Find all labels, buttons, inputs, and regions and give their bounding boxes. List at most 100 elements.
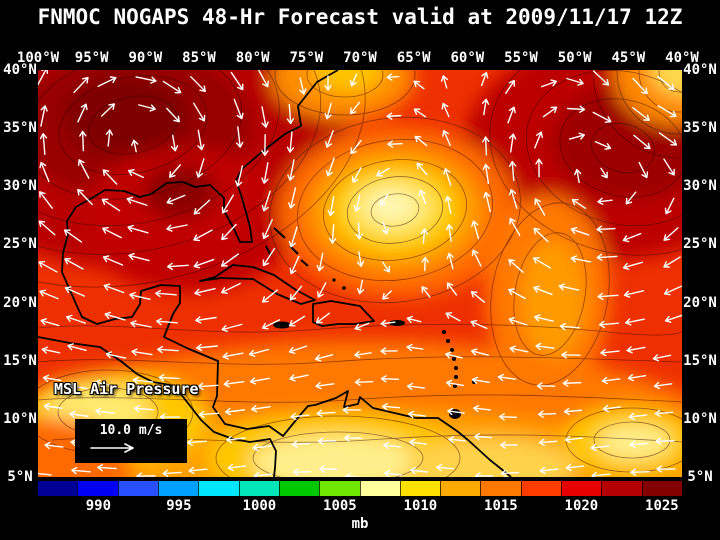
lat-tick-label-left: 35°N [3, 120, 37, 137]
wind-arrow-icon [289, 374, 309, 382]
wind-arrow-icon [380, 375, 400, 383]
wind-arrow-icon [315, 312, 331, 324]
wind-arrow-icon [221, 323, 243, 333]
colorbar-tick-label: 990 [85, 498, 112, 514]
wind-arrow-icon [102, 227, 122, 239]
wind-arrow-icon [629, 440, 649, 448]
wind-arrow-icon [445, 224, 454, 242]
wind-arrow-icon [131, 139, 139, 153]
wind-arrow-icon [343, 434, 363, 442]
colorbar-segment [238, 481, 279, 496]
wind-arrow-icon [471, 376, 491, 384]
wind-arrow-icon [561, 351, 581, 359]
wind-arrow-icon [663, 285, 682, 296]
wind-arrow-icon [316, 252, 324, 272]
wind-arrow-icon [38, 70, 49, 87]
lon-tick-label: 50°W [557, 50, 592, 66]
wind-arrow-icon [349, 101, 361, 115]
wind-arrow-icon [315, 381, 335, 390]
wind-arrow-icon [416, 162, 428, 176]
wind-arrow-icon [195, 158, 205, 178]
wind-arrow-icon [654, 409, 674, 418]
wind-arrow-icon [162, 469, 182, 477]
wind-arrow-icon [288, 345, 308, 354]
wind-arrow-icon [224, 407, 246, 416]
wind-arrow-icon [286, 103, 295, 125]
colorbar-segment [641, 481, 682, 496]
wind-arrow-icon [314, 354, 334, 362]
wind-arrow-icon [445, 379, 465, 387]
wind-arrow-icon [136, 472, 156, 477]
wind-arrow-icon [40, 105, 48, 127]
wind-arrow-icon [386, 73, 400, 81]
wind-arrow-icon [166, 194, 186, 205]
wind-arrow-icon [138, 104, 156, 112]
wind-scale-arrow-icon [90, 443, 134, 453]
wind-arrow-icon [292, 468, 312, 476]
wind-arrow-icon [42, 374, 62, 383]
wind-arrow-icon [535, 158, 543, 178]
lat-tick-label-right: 40°N [683, 62, 717, 78]
wind-arrow-icon [104, 311, 126, 321]
wind-arrow-icon [230, 71, 244, 91]
wind-vector-layer [38, 70, 682, 477]
wind-arrow-icon [623, 290, 645, 298]
wind-arrow-icon [351, 167, 362, 183]
wind-arrow-icon [655, 437, 675, 445]
wind-arrow-icon [628, 412, 648, 421]
wind-arrow-icon [261, 106, 269, 128]
wind-arrow-icon [354, 322, 370, 331]
wind-arrow-icon [387, 140, 403, 148]
wind-arrow-icon [221, 223, 237, 241]
wind-arrow-icon [508, 288, 526, 300]
colorbar-segment [77, 481, 118, 496]
wind-arrow-icon [43, 402, 63, 411]
wind-arrow-icon [131, 348, 153, 356]
lat-tick-label-right: 5°N [687, 469, 713, 485]
wind-arrow-icon [601, 376, 621, 385]
wind-arrow-icon [533, 227, 549, 243]
colorbar-tick-label: 1000 [242, 498, 277, 514]
wind-arrow-icon [562, 379, 582, 387]
lon-tick-label: 65°W [396, 50, 431, 66]
wind-arrow-icon [470, 291, 486, 303]
wind-arrow-icon [536, 382, 556, 390]
wind-arrow-icon [436, 463, 454, 472]
wind-arrow-icon [663, 227, 679, 241]
wind-arrow-icon [447, 407, 465, 416]
lat-tick-label-right: 15°N [683, 352, 717, 369]
wind-arrow-icon [39, 289, 59, 300]
wind-arrow-icon [497, 373, 517, 382]
wind-arrow-icon [288, 226, 298, 248]
colorbar-tick-label: 1025 [645, 498, 679, 514]
wind-arrow-icon [325, 157, 335, 177]
wind-arrow-icon [69, 410, 89, 419]
wind-arrow-icon [653, 381, 673, 390]
wind-arrow-icon [566, 77, 584, 86]
wind-arrow-icon [534, 131, 543, 149]
wind-arrow-icon [568, 132, 586, 140]
wind-arrow-icon [633, 134, 651, 150]
colorbar-segment [399, 481, 441, 496]
wind-arrow-icon [500, 469, 520, 477]
wind-arrow-icon [563, 407, 583, 416]
lat-tick-label-right: 10°N [683, 410, 717, 427]
wind-arrow-icon [66, 314, 86, 324]
wind-arrow-icon [261, 319, 281, 330]
colorbar-tick-label: 1020 [564, 498, 599, 514]
wind-arrow-icon [289, 285, 303, 301]
wind-arrow-icon [327, 195, 335, 217]
wind-arrow-icon [596, 253, 618, 261]
wind-arrow-icon [156, 317, 178, 326]
wind-arrow-icon [64, 257, 84, 270]
wind-arrow-icon [505, 79, 515, 95]
wind-arrow-icon [571, 198, 587, 209]
wind-arrow-icon [253, 471, 273, 477]
wind-arrow-icon [627, 373, 647, 382]
wind-arrow-icon [508, 160, 517, 182]
wind-arrow-icon [328, 224, 337, 244]
wind-arrow-icon [414, 135, 428, 147]
wind-arrow-icon [441, 102, 450, 118]
wind-arrow-icon [316, 409, 336, 417]
wind-arrow-icon [406, 343, 424, 352]
